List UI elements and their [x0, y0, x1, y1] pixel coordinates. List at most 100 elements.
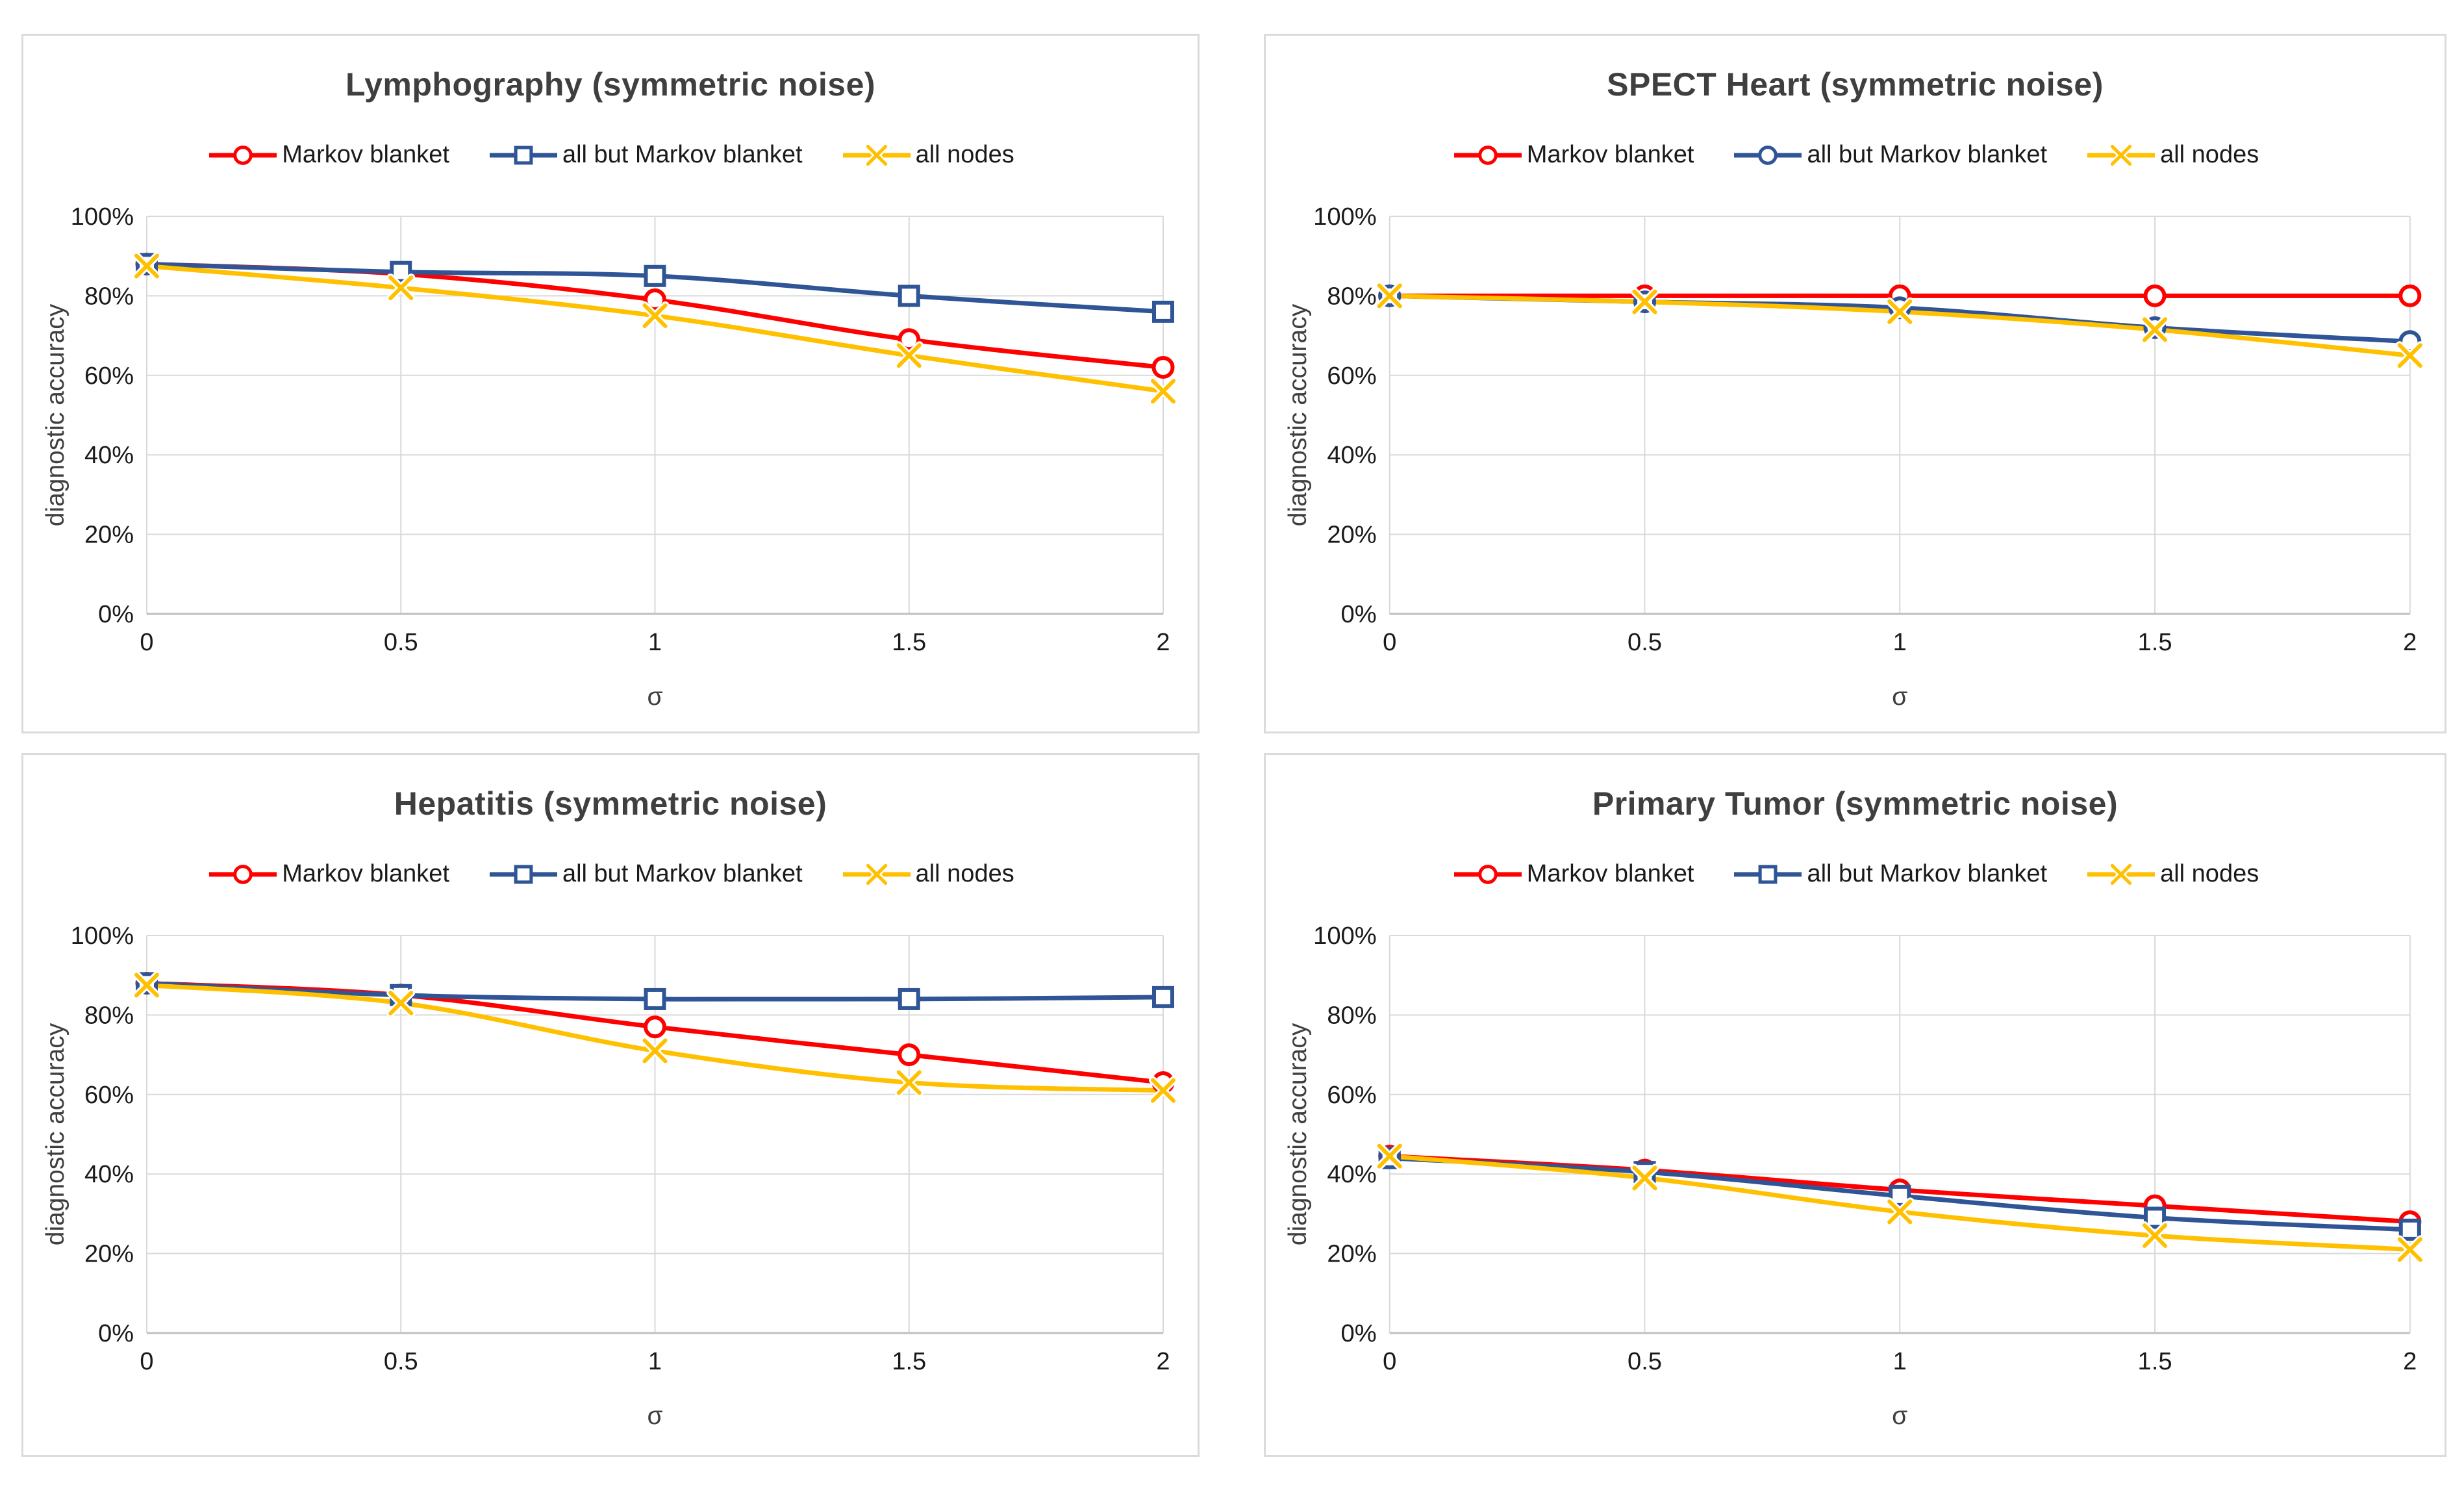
- x-tick-label: 1.5: [2138, 629, 2172, 656]
- legend-swatch: [1453, 145, 1522, 165]
- y-tick-label: 40%: [84, 442, 134, 469]
- y-tick-label: 0%: [98, 601, 134, 628]
- y-tick-label: 80%: [1327, 1002, 1376, 1029]
- square-marker-icon: [2398, 1218, 2421, 1241]
- legend-item-all-but-markov-blanket: all but Markov blanket: [487, 860, 803, 888]
- legend-swatch: [489, 146, 557, 164]
- x-marker-icon: [1632, 1165, 1657, 1191]
- legend-swatch: [2087, 142, 2156, 168]
- legend-item-all-nodes: all nodes: [840, 141, 1014, 169]
- x-marker-icon: [1887, 1199, 1913, 1225]
- y-tick-label: 20%: [1327, 1241, 1376, 1268]
- y-tick-label: 60%: [84, 1082, 134, 1109]
- legend-item-markov-blanket: Markov blanket: [207, 860, 449, 888]
- legend-item-all-but-markov-blanket: all but Markov blanket: [487, 141, 803, 169]
- legend-label: all but Markov blanket: [562, 141, 803, 168]
- x-axis-title: σ: [647, 683, 662, 711]
- y-tick-label: 0%: [98, 1320, 134, 1347]
- square-marker-icon: [1889, 1184, 1911, 1207]
- circle-marker-icon: [233, 864, 253, 884]
- y-tick-label: 80%: [84, 283, 134, 310]
- y-tick-label: 40%: [84, 1161, 134, 1188]
- x-marker-icon: [1377, 283, 1402, 309]
- x-axis-labels: 0 0.5 1 1.5 2: [140, 629, 1170, 656]
- chart-panel-spect-heart-symmetric-noise: SPECT Heart (symmetric noise) Markov blan…: [1264, 34, 2446, 733]
- x-marker-icon: [2110, 863, 2132, 885]
- markers-all-nodes: [1375, 281, 2424, 370]
- x-marker-icon: [642, 1038, 668, 1063]
- chart-title: Primary Tumor (symmetric noise): [1592, 785, 2118, 822]
- x-tick-label: 1.5: [892, 1348, 926, 1375]
- x-marker-icon: [866, 863, 887, 885]
- y-tick-label: 60%: [1327, 362, 1376, 390]
- x-marker-icon: [388, 275, 414, 301]
- chart-title: Lymphography (symmetric noise): [345, 66, 876, 103]
- x-axis-labels: 0 0.5 1 1.5 2: [1383, 629, 2417, 656]
- x-tick-label: 0: [1383, 1348, 1396, 1375]
- circle-marker-icon: [1477, 864, 1498, 884]
- x-marker-icon: [642, 303, 668, 328]
- legend-label: all but Markov blanket: [1807, 860, 2048, 887]
- square-marker-icon: [898, 285, 920, 307]
- x-tick-label: 2: [2403, 629, 2417, 656]
- y-axis-labels: 0% 20% 40% 60% 80% 100%: [1313, 203, 1377, 628]
- y-tick-label: 0%: [1341, 1320, 1377, 1347]
- square-marker-icon: [1152, 300, 1174, 323]
- y-axis-labels: 0% 20% 40% 60% 80% 100%: [71, 203, 134, 628]
- chart-title: SPECT Heart (symmetric noise): [1607, 66, 2104, 103]
- y-tick-label: 40%: [1327, 1161, 1376, 1188]
- x-marker-icon: [2110, 144, 2132, 166]
- legend-swatch: [2087, 861, 2156, 887]
- x-axis-title: σ: [1892, 1402, 1907, 1430]
- x-tick-label: 1: [1893, 1348, 1907, 1375]
- x-axis-title: σ: [1892, 683, 1907, 711]
- markers-all-nodes: [132, 971, 1177, 1105]
- legend-item-markov-blanket: Markov blanket: [1452, 141, 1694, 169]
- gridlines: [146, 935, 1164, 1334]
- x-marker-icon: [1151, 379, 1175, 404]
- x-tick-label: 1: [648, 629, 662, 656]
- legend-label: all nodes: [2160, 141, 2259, 168]
- y-tick-label: 80%: [84, 1002, 134, 1029]
- x-marker-icon: [2142, 317, 2168, 342]
- x-tick-label: 1.5: [892, 629, 926, 656]
- square-marker-icon: [2143, 1206, 2167, 1229]
- square-marker-icon: [1759, 865, 1778, 883]
- x-marker-icon: [866, 144, 887, 166]
- chart-legend: Markov blanket all but Markov blanket all …: [23, 860, 1198, 888]
- square-marker-icon: [644, 987, 666, 1010]
- x-marker-icon: [2142, 1223, 2168, 1249]
- markers-all-nodes: [1375, 1141, 2424, 1264]
- legend-item-all-nodes: all nodes: [2085, 141, 2259, 169]
- circle-marker-icon: [1477, 145, 1498, 165]
- x-marker-icon: [1151, 1078, 1175, 1103]
- x-axis-labels: 0 0.5 1 1.5 2: [1383, 1348, 2417, 1375]
- x-tick-label: 2: [1156, 1348, 1170, 1375]
- legend-swatch: [209, 145, 277, 165]
- y-tick-label: 20%: [84, 522, 134, 549]
- chart-panel-lymphography-symmetric-noise: Lymphography (symmetric noise) Markov bla…: [21, 34, 1200, 733]
- circle-marker-icon: [2143, 284, 2167, 307]
- legend-label: all but Markov blanket: [1807, 141, 2048, 168]
- y-tick-label: 100%: [71, 922, 134, 950]
- chart-legend: Markov blanket all but Markov blanket all …: [23, 141, 1198, 169]
- circle-marker-icon: [898, 328, 921, 351]
- legend-label: all nodes: [915, 141, 1014, 168]
- gridlines: [1389, 935, 2411, 1334]
- circle-marker-icon: [1758, 145, 1778, 165]
- y-tick-label: 100%: [1313, 922, 1377, 950]
- square-marker-icon: [514, 146, 533, 164]
- x-marker-icon: [2397, 343, 2422, 368]
- y-tick-label: 60%: [1327, 1082, 1376, 1109]
- x-marker-icon: [1377, 1143, 1402, 1169]
- legend-label: Markov blanket: [282, 860, 449, 887]
- y-axis-title: diagnostic accuracy: [42, 1023, 69, 1245]
- circle-marker-icon: [1151, 356, 1175, 379]
- y-tick-label: 40%: [1327, 442, 1376, 469]
- legend-label: all nodes: [915, 860, 1014, 887]
- y-tick-label: 100%: [71, 203, 134, 231]
- chart-title: Hepatitis (symmetric noise): [394, 785, 827, 822]
- x-marker-icon: [2397, 1237, 2422, 1262]
- legend-item-all-nodes: all nodes: [2085, 860, 2259, 888]
- y-tick-label: 60%: [84, 362, 134, 390]
